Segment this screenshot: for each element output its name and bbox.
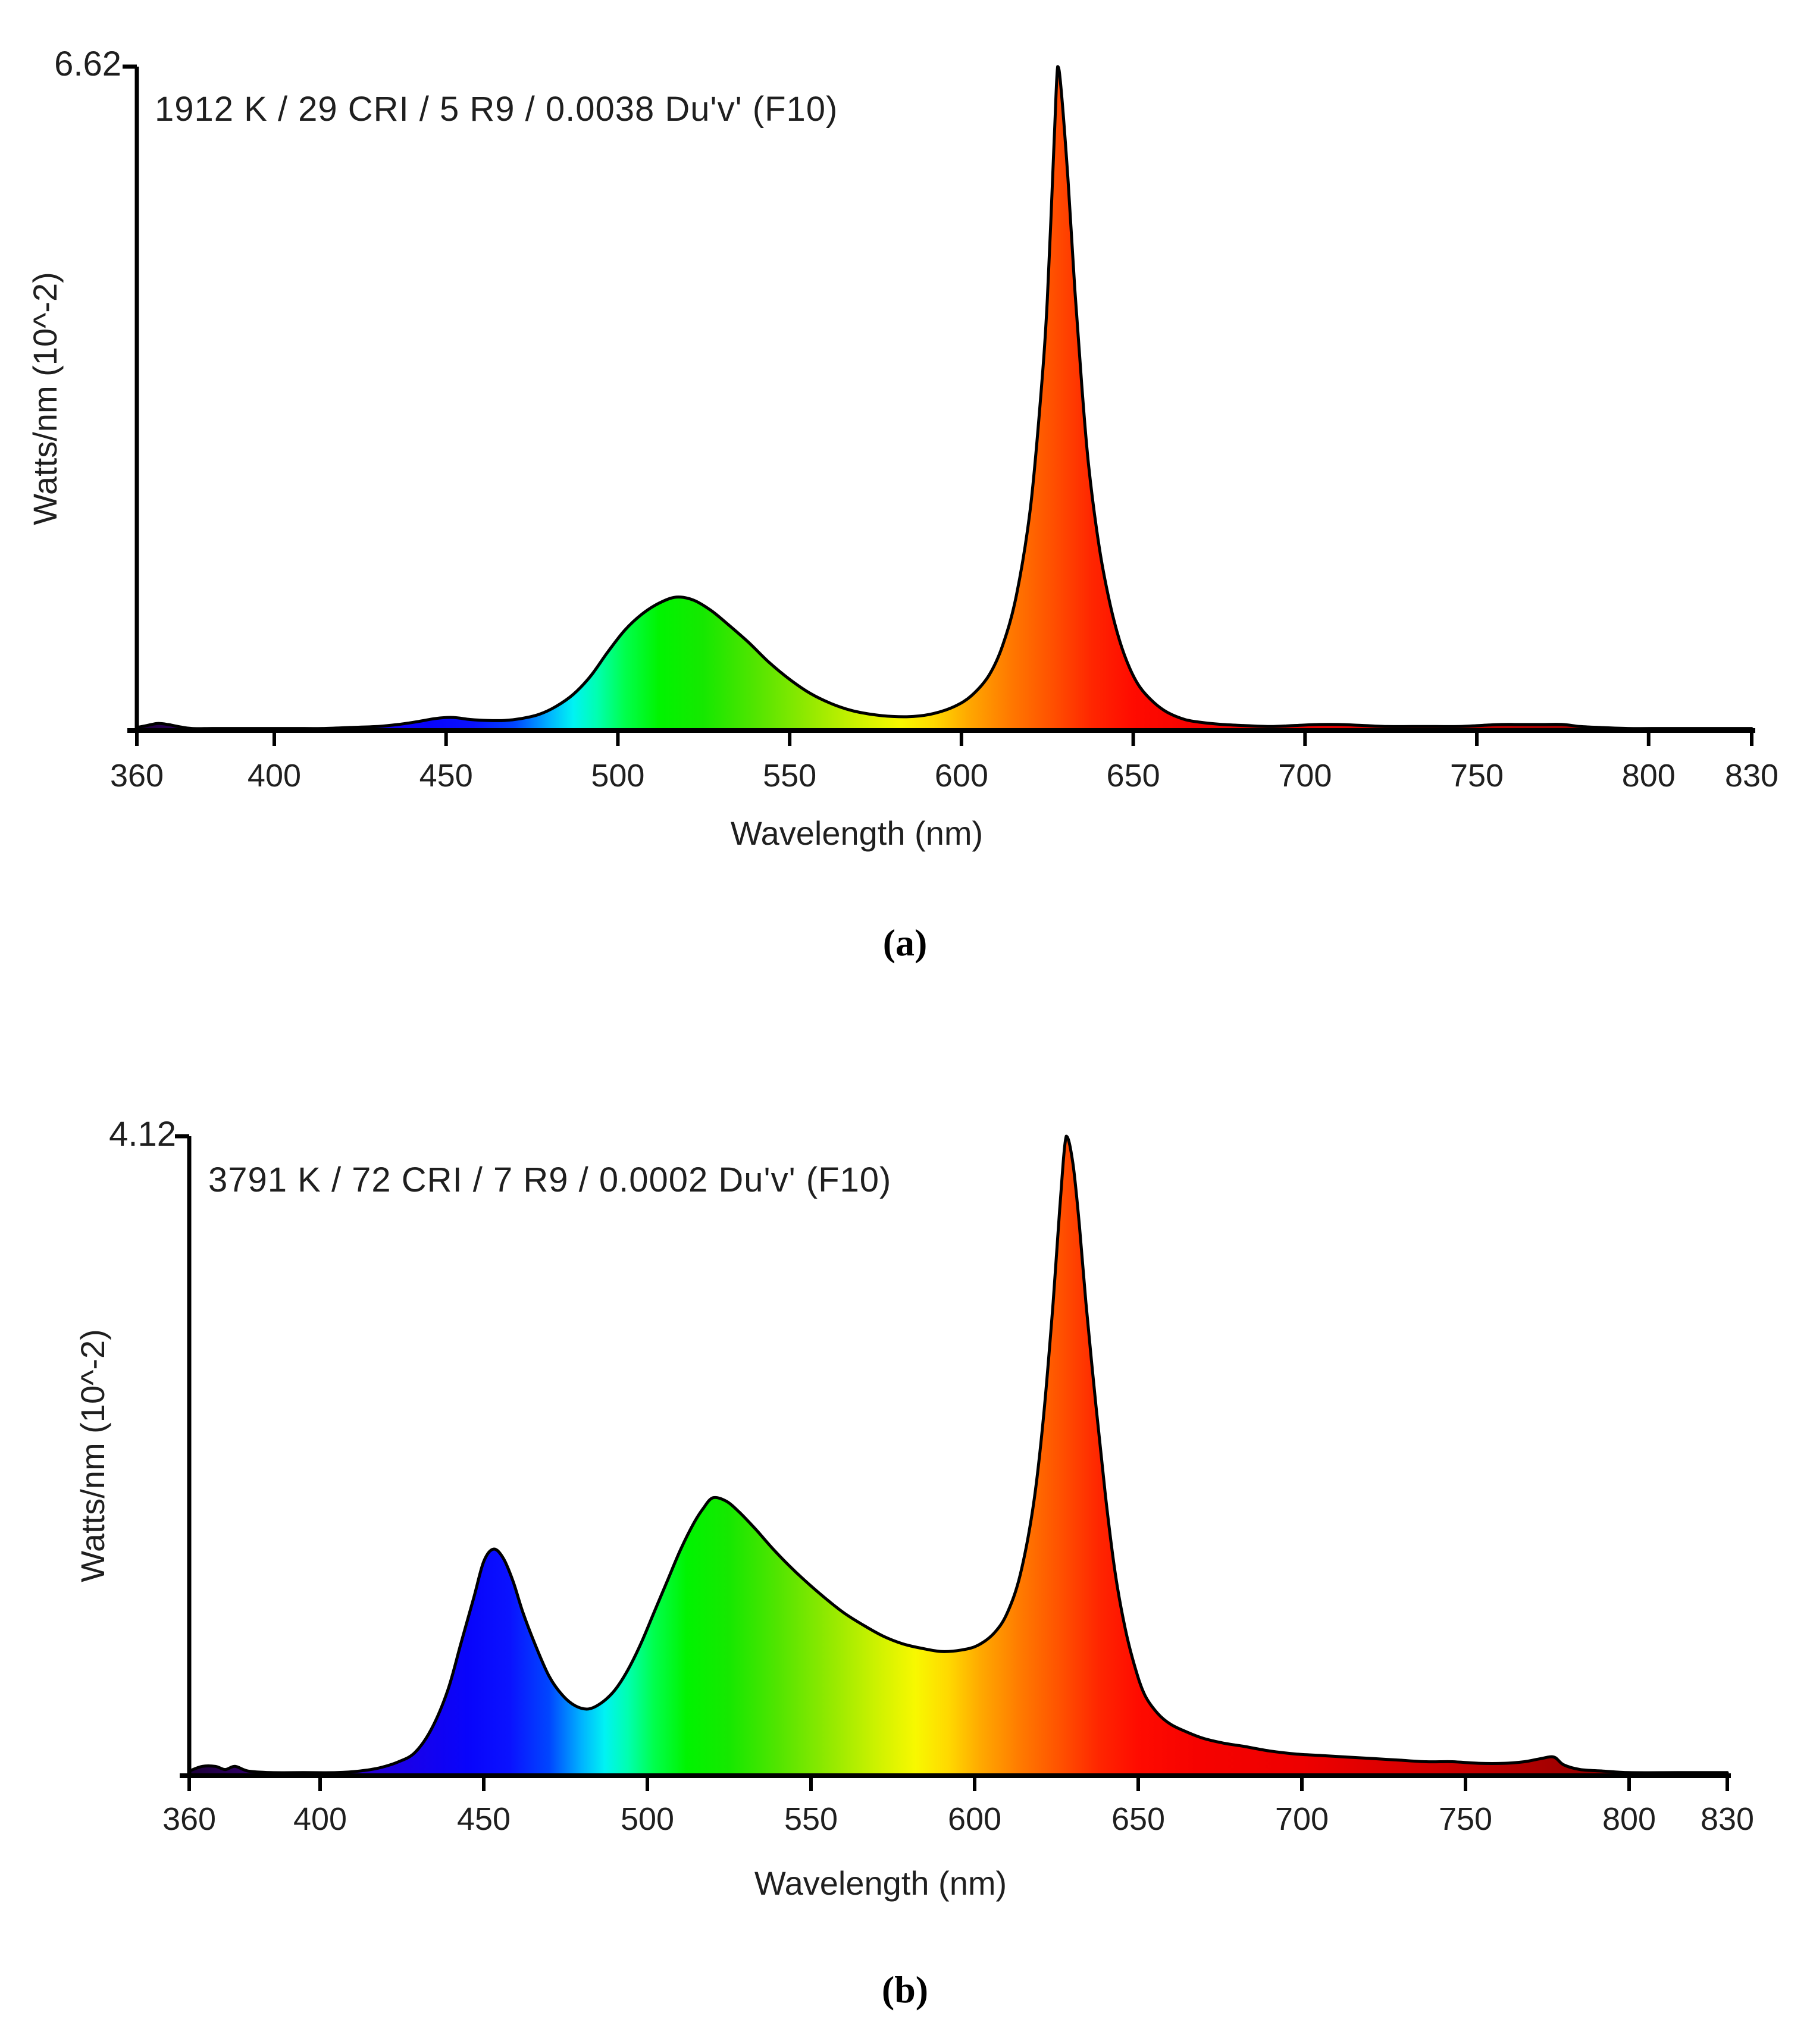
x-tick-label: 400 [293, 1801, 347, 1837]
x-axis-title-b: Wavelength (nm) [754, 1864, 1007, 1902]
y-max-label-a: 6.62 [54, 45, 121, 83]
x-tick-label: 600 [948, 1801, 1001, 1837]
spectrum-curve [135, 65, 1753, 731]
x-tick-label: 700 [1275, 1801, 1329, 1837]
caption-b: (b) [881, 1968, 929, 2011]
x-tick-label: 360 [162, 1801, 216, 1837]
x-tick-label: 550 [763, 758, 816, 794]
x-tick-label: 750 [1450, 758, 1504, 794]
x-tick-label: 800 [1622, 758, 1676, 794]
annotation-b: 3791 K / 72 CRI / 7 R9 / 0.0002 Du'v' (F… [208, 1161, 891, 1199]
x-axis-title-a: Wavelength (nm) [731, 814, 983, 852]
x-tick-label: 830 [1701, 1801, 1754, 1837]
spectrum-chart-b: 360 400 450 500 550 600 650 700 750 800 830 4.12 3… [74, 1115, 1754, 1902]
y-axis-title-b: Watts/nm (10^-2) [74, 1329, 111, 1582]
x-tick-label: 450 [457, 1801, 511, 1837]
x-tick-label: 450 [419, 758, 473, 794]
x-tick-label: 830 [1725, 758, 1778, 794]
x-tick-label: 500 [591, 758, 644, 794]
x-tick-label: 360 [110, 758, 164, 794]
annotation-a: 1912 K / 29 CRI / 5 R9 / 0.0038 Du'v' (F… [155, 90, 838, 128]
plot-area-a: 360 400 450 500 550 600 650 700 750 800 830 [110, 64, 1778, 794]
x-tick-label: 600 [935, 758, 988, 794]
spectrum-chart-a: 360 400 450 500 550 600 650 700 750 800 830 6.62 1… [26, 45, 1778, 852]
y-max-label-b: 4.12 [109, 1115, 176, 1153]
spectrum-curve [187, 1134, 1729, 1775]
x-tick-label: 750 [1439, 1801, 1492, 1837]
x-tick-label: 650 [1107, 758, 1160, 794]
x-tick-label: 500 [621, 1801, 674, 1837]
x-tick-label: 650 [1111, 1801, 1165, 1837]
plot-area-b: 360 400 450 500 550 600 650 700 750 800 830 [162, 1134, 1754, 1837]
x-tick-label: 700 [1278, 758, 1332, 794]
caption-a: (a) [882, 921, 928, 964]
x-tick-label: 400 [248, 758, 301, 794]
x-tick-label: 550 [784, 1801, 838, 1837]
y-axis-title-a: Watts/nm (10^-2) [26, 272, 64, 525]
spectrum-area [189, 1136, 1727, 1776]
spectrum-area [137, 67, 1752, 731]
x-tick-label: 800 [1602, 1801, 1656, 1837]
